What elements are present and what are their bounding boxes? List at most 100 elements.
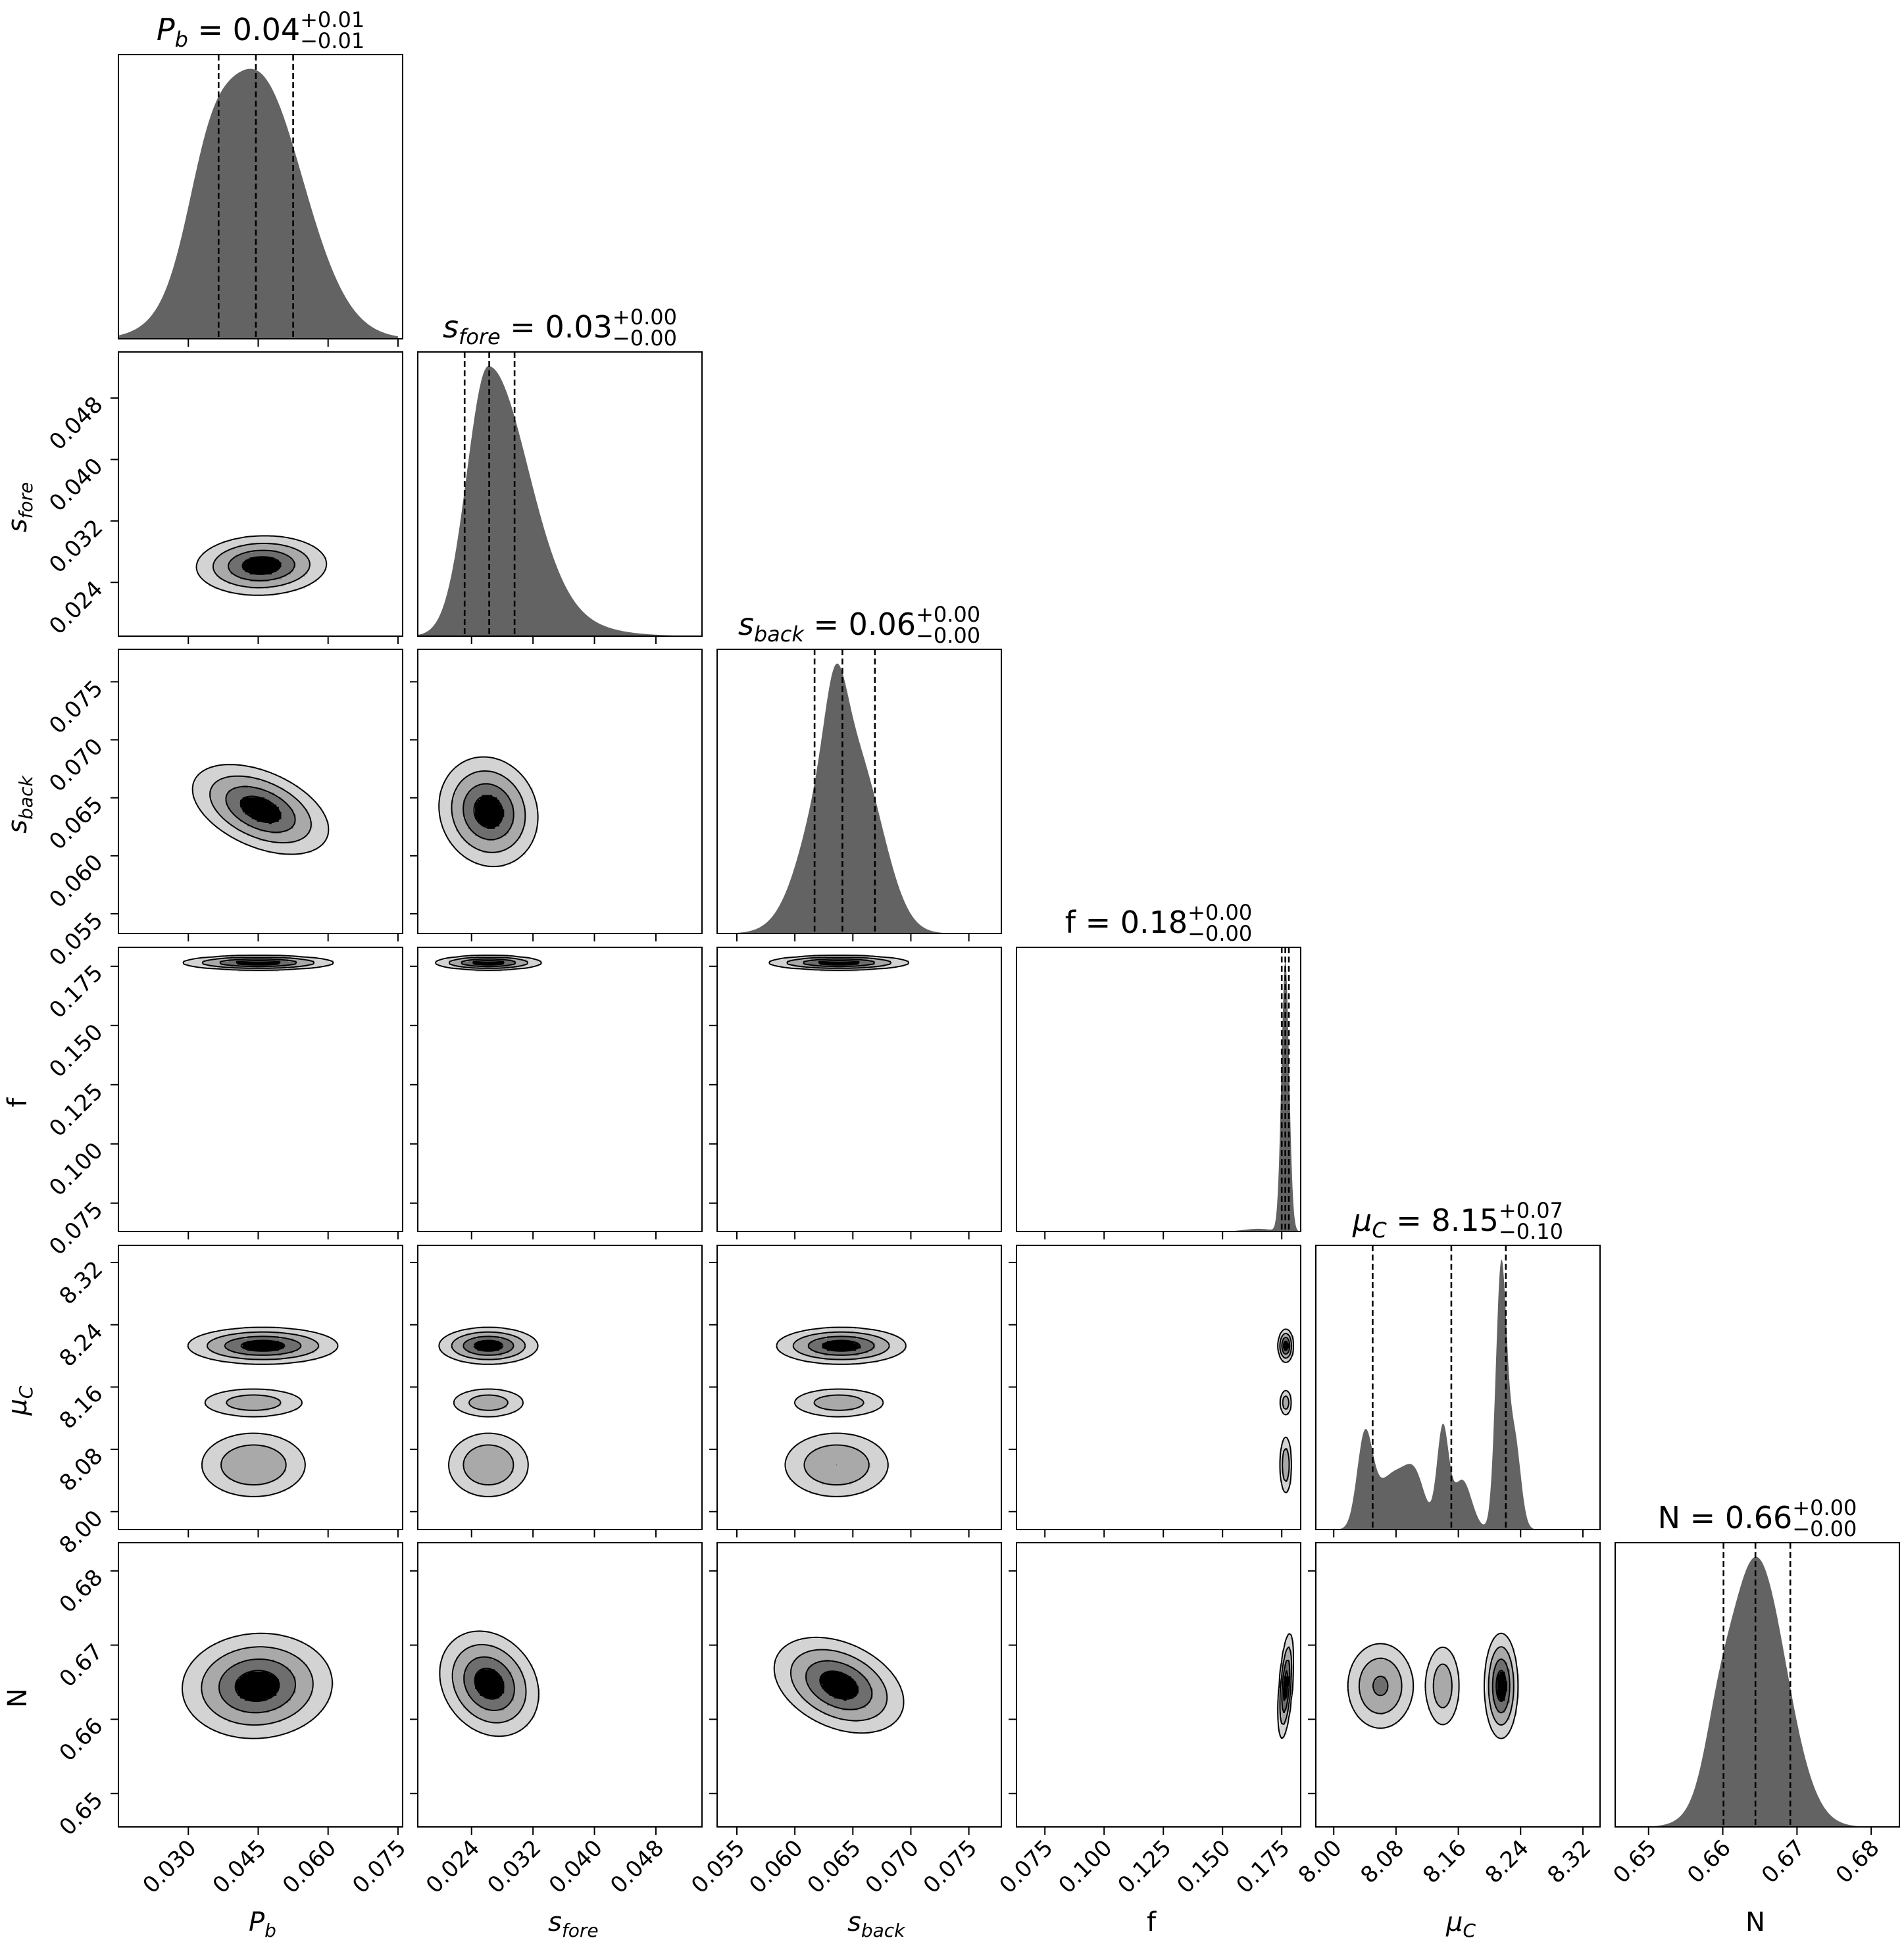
x-tick-label-muC-3: 8.24 [1480, 1835, 1534, 1889]
contour-line-level-1 [451, 1643, 527, 1724]
x-tick-label-sfore-3: 0.048 [605, 1835, 669, 1899]
contour-fill-level-3 [238, 961, 279, 964]
x-tick-label-N-2: 0.67 [1757, 1835, 1811, 1889]
title-err-minus-sback: −0.00 [916, 623, 980, 648]
x-axis-label-f: f [1147, 1907, 1157, 1937]
contour-line-level-2 [463, 1335, 514, 1356]
y-tick-label-muC-0: 8.00 [55, 1505, 109, 1559]
contour-line-level-2 [463, 1656, 515, 1711]
contour-line-level-0 [182, 1632, 334, 1739]
y-tick-label-N-2: 0.67 [55, 1639, 109, 1693]
contour-line-level-2 [224, 1335, 302, 1356]
histogram-muC [1334, 1245, 1568, 1530]
contour-fill-level-1 [1279, 1333, 1292, 1480]
histogram-f [1128, 947, 1301, 1232]
contour-line-level-0 [1277, 1633, 1294, 1739]
x-tick-label-N-1: 0.66 [1682, 1835, 1736, 1889]
y-tick-label-f-0: 0.075 [44, 1197, 108, 1260]
title-err-minus-sfore: −0.00 [613, 326, 677, 351]
contour-line-level-1 [792, 1331, 890, 1485]
x-tick-label-N-3: 0.68 [1831, 1835, 1885, 1889]
contour-line-level-0 [1347, 1632, 1519, 1739]
x-tick-label-Pb-2: 0.060 [278, 1835, 341, 1899]
panel-frame-5-5 [1615, 1542, 1900, 1828]
contour-line-level-2 [218, 1658, 297, 1714]
title-sfore: sfore = 0.03+0.00 [443, 305, 677, 349]
y-tick-label-sback-0: 0.055 [44, 907, 108, 971]
y-axis-label-N: N [3, 1688, 33, 1708]
panel-frame-1-0 [118, 351, 403, 637]
y-tick-label-f-2: 0.125 [44, 1078, 108, 1142]
x-tick-label-f-0: 0.075 [994, 1835, 1058, 1899]
contour-fill-level-1 [451, 1331, 526, 1485]
x-tick-label-sfore-0: 0.024 [421, 1835, 485, 1899]
title-N: N = 0.66+0.00 [1658, 1495, 1857, 1535]
contour-fill-level-0 [1276, 1329, 1294, 1492]
y-tick-label-sfore-0: 0.024 [44, 576, 108, 639]
panel-frame-3-2 [716, 947, 1002, 1232]
contour-sfore-vs-Pb [195, 535, 328, 596]
x-tick-label-sback-3: 0.070 [861, 1835, 924, 1899]
contour-line-level-2 [225, 785, 296, 834]
contour-line-level-0 [768, 955, 910, 971]
contour-line-level-1 [212, 543, 311, 589]
panel-frame-2-2 [716, 649, 1002, 934]
contour-fill-level-3 [242, 1341, 284, 1351]
contour-f-vs-sback [768, 954, 910, 972]
contour-line-level-0 [438, 1326, 539, 1497]
contour-line-level-0 [776, 1326, 907, 1497]
contour-line-level-1 [206, 1331, 320, 1485]
histogram-sback [719, 649, 1001, 934]
x-axis-label-muC: μC [1445, 1907, 1476, 1941]
contour-line-level-0 [1277, 1328, 1294, 1494]
contour-fill-level-3 [242, 557, 282, 575]
contour-fill-level-3 [822, 1341, 861, 1351]
y-tick-label-sback-4: 0.075 [44, 675, 108, 739]
x-tick-label-Pb-1: 0.045 [208, 1835, 272, 1899]
panel-frame-2-0 [118, 649, 403, 934]
contour-line-level-0 [191, 764, 330, 855]
contour-line-level-2 [805, 1660, 873, 1710]
contour-fill-level-3 [820, 961, 859, 964]
contour-fill-level-3 [240, 797, 282, 824]
histogram-fill-sfore [418, 366, 672, 636]
x-tick-label-f-2: 0.125 [1113, 1835, 1176, 1899]
y-tick-label-f-1: 0.100 [44, 1137, 108, 1201]
contour-line-level-3 [240, 1339, 286, 1352]
contour-line-level-2 [463, 783, 514, 841]
histogram-N [1618, 1543, 1893, 1827]
contour-N-vs-Pb [182, 1632, 334, 1739]
contour-line-level-2 [1281, 1659, 1291, 1714]
y-tick-label-f-3: 0.150 [44, 1019, 108, 1083]
y-axis-label-sback: sback [3, 775, 37, 834]
contour-line-level-0 [773, 1636, 905, 1734]
y-tick-label-sfore-2: 0.040 [44, 453, 108, 517]
contour-fill-level-3 [475, 1669, 505, 1699]
title-err-minus-N: −0.00 [1792, 1516, 1857, 1541]
contour-fill-level-3 [472, 961, 505, 964]
contour-line-level-1 [209, 775, 312, 843]
panel-frame-3-0 [118, 947, 403, 1232]
contour-line-level-1 [451, 770, 526, 853]
contour-fill-level-3 [475, 1341, 502, 1351]
contour-line-level-2 [228, 549, 295, 582]
x-tick-label-sback-2: 0.065 [803, 1835, 866, 1899]
panel-frame-0-0 [118, 54, 403, 339]
panel-frame-5-3 [1016, 1542, 1301, 1828]
title-sback: sback = 0.06+0.00 [738, 602, 980, 647]
x-tick-label-Pb-0: 0.030 [138, 1835, 201, 1899]
contour-line-level-3 [1282, 1340, 1289, 1351]
contour-fill-level-0 [439, 1326, 538, 1497]
x-axis-label-Pb: Pb [249, 1907, 276, 1941]
contour-sback-vs-sfore [438, 756, 539, 868]
contour-N-vs-muC [1347, 1632, 1520, 1739]
y-axis-label-sfore: sfore [3, 482, 37, 533]
x-tick-label-f-4: 0.175 [1231, 1835, 1295, 1899]
y-tick-label-N-0: 0.65 [55, 1787, 109, 1841]
contour-line-level-3 [473, 1339, 504, 1352]
y-tick-label-N-1: 0.66 [55, 1713, 109, 1767]
title-f: f = 0.18+0.00 [1065, 900, 1252, 940]
x-tick-label-muC-4: 8.32 [1543, 1835, 1597, 1889]
x-tick-label-N-0: 0.65 [1608, 1835, 1662, 1889]
